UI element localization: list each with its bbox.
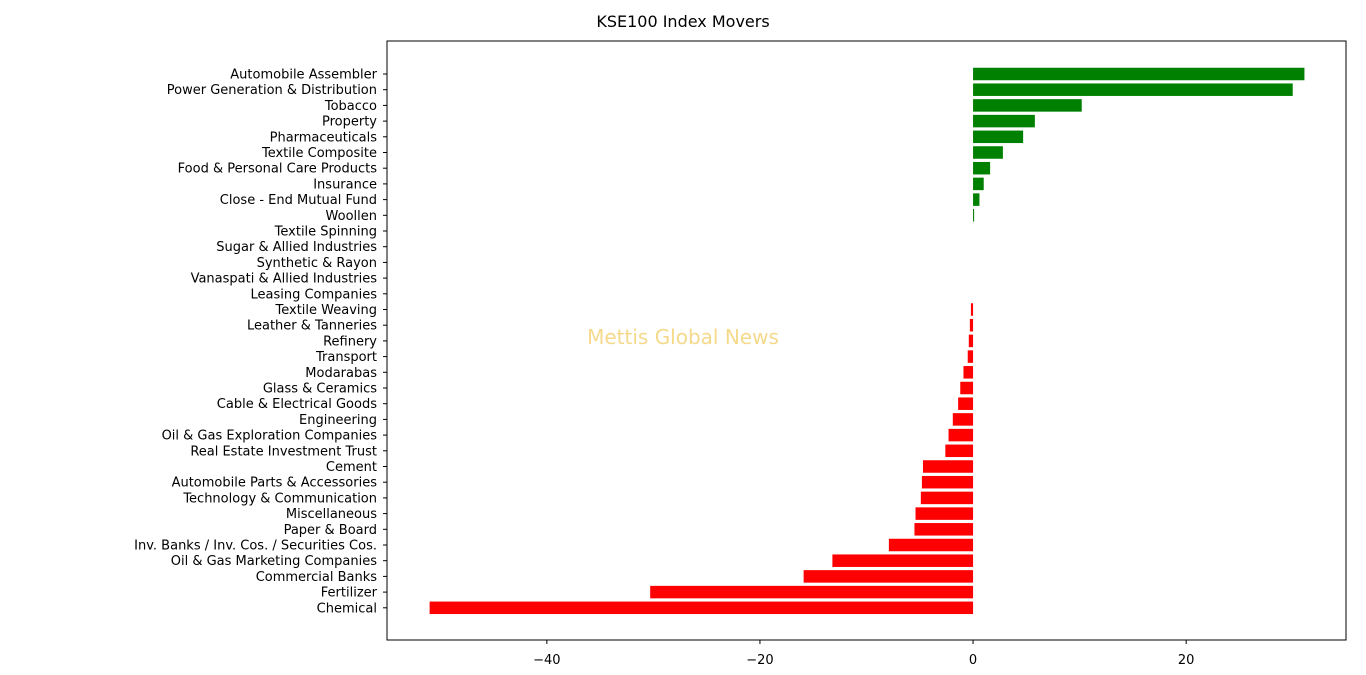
bar-18 (967, 350, 974, 363)
bar-29 (914, 523, 974, 536)
bar-15 (970, 303, 974, 316)
y-tick-label-13: Vanaspati & Allied Industries (191, 272, 378, 287)
y-tick-label-0: Automobile Assembler (230, 68, 377, 83)
bar-6 (973, 161, 991, 175)
y-tick-label-16: Leather & Tanneries (247, 319, 377, 334)
y-tick-label-31: Oil & Gas Marketing Companies (171, 554, 377, 569)
y-tick-label-14: Leasing Companies (250, 287, 377, 302)
bar-34 (429, 601, 974, 615)
y-tick-label-23: Oil & Gas Exploration Companies (162, 429, 378, 444)
bar-32 (803, 570, 974, 583)
bar-9 (973, 209, 975, 222)
bar-19 (963, 366, 974, 379)
y-tick-label-4: Pharmaceuticals (270, 130, 378, 145)
y-tick-label-29: Paper & Board (284, 523, 377, 538)
bar-16 (969, 318, 974, 332)
y-tick-label-7: Insurance (313, 177, 377, 192)
y-tick-label-28: Miscellaneous (286, 507, 377, 522)
x-tick-label-3: 20 (1178, 653, 1195, 668)
y-tick-label-15: Textile Weaving (275, 303, 378, 318)
y-tick-label-5: Textile Composite (261, 146, 377, 161)
bar-27 (920, 491, 974, 505)
bar-4 (973, 130, 1024, 144)
y-tick-label-24: Real Estate Investment Trust (190, 444, 377, 459)
y-tick-label-21: Cable & Electrical Goods (217, 397, 377, 412)
bar-25 (922, 460, 974, 473)
y-tick-label-10: Textile Spinning (274, 225, 377, 240)
y-tick-label-2: Tobacco (324, 99, 377, 114)
y-tick-label-26: Automobile Parts & Accessories (172, 476, 378, 491)
bar-3 (973, 114, 1035, 128)
bar-31 (832, 554, 974, 567)
bar-7 (973, 177, 984, 191)
y-tick-label-30: Inv. Banks / Inv. Cos. / Securities Cos. (134, 539, 377, 554)
y-tick-label-32: Commercial Banks (256, 570, 378, 585)
y-tick-label-20: Glass & Ceramics (263, 382, 377, 397)
bar-33 (650, 585, 974, 599)
y-tick-label-18: Transport (315, 350, 377, 365)
y-tick-label-22: Engineering (299, 413, 377, 428)
watermark-text: Mettis Global News (587, 325, 779, 349)
chart-title: KSE100 Index Movers (596, 12, 770, 31)
plot-frame (386, 40, 1347, 641)
bar-22 (952, 413, 974, 426)
x-tick-label-2: 0 (969, 653, 977, 668)
y-tick-label-9: Woollen (326, 209, 377, 224)
bar-5 (973, 146, 1003, 159)
y-tick-label-34: Chemical (317, 601, 377, 616)
y-tick-label-25: Cement (326, 460, 377, 475)
bar-20 (960, 381, 974, 395)
y-tick-label-19: Modarabas (305, 366, 377, 381)
bar-26 (921, 475, 974, 489)
bar-23 (948, 428, 974, 442)
bar-8 (973, 193, 980, 206)
bar-17 (968, 334, 974, 348)
bar-30 (888, 538, 974, 552)
y-tick-label-8: Close - End Mutual Fund (220, 193, 377, 208)
x-tick-label-0: −40 (533, 653, 560, 668)
y-tick-label-11: Sugar & Allied Industries (216, 240, 377, 255)
y-tick-label-17: Refinery (323, 334, 377, 349)
y-tick-label-12: Synthetic & Rayon (257, 256, 377, 271)
bar-0 (973, 67, 1305, 81)
y-tick-label-1: Power Generation & Distribution (167, 83, 377, 98)
bar-2 (973, 99, 1082, 112)
bar-1 (973, 83, 1293, 96)
y-tick-label-3: Property (322, 115, 377, 130)
x-tick-label-1: −20 (746, 653, 773, 668)
y-tick-label-6: Food & Personal Care Products (178, 162, 378, 177)
y-tick-label-27: Technology & Communication (182, 491, 377, 506)
bar-28 (915, 507, 974, 520)
bar-24 (945, 444, 974, 458)
y-tick-label-33: Fertilizer (321, 586, 378, 601)
bar-21 (958, 397, 974, 410)
